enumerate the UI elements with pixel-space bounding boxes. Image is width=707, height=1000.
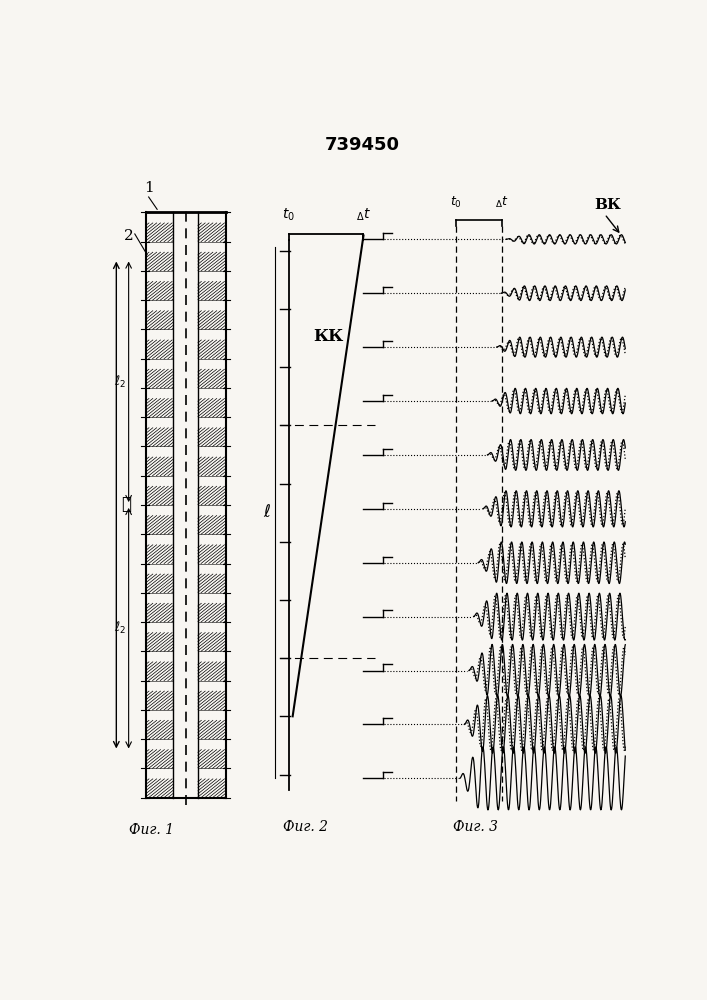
Text: Фиг. 2: Фиг. 2 <box>284 820 328 834</box>
Text: $\ell_2$: $\ell_2$ <box>115 374 127 390</box>
Text: 1: 1 <box>144 181 153 195</box>
Text: КК: КК <box>314 328 344 345</box>
Text: ℓ: ℓ <box>121 496 131 514</box>
Text: $t_0$: $t_0$ <box>450 195 462 210</box>
Text: 2: 2 <box>124 229 134 242</box>
Text: Фиг. 1: Фиг. 1 <box>129 823 174 837</box>
Text: ВК: ВК <box>594 198 621 212</box>
Text: Фиг. 3: Фиг. 3 <box>452 820 498 834</box>
Text: $\ell_2$: $\ell_2$ <box>115 620 127 636</box>
Text: $_{\Delta}t$: $_{\Delta}t$ <box>495 195 509 210</box>
Text: 739450: 739450 <box>325 136 400 154</box>
Text: $t_0$: $t_0$ <box>282 207 296 223</box>
Text: $\ell$: $\ell$ <box>263 504 271 521</box>
Text: $_{\Delta}t$: $_{\Delta}t$ <box>356 207 371 223</box>
